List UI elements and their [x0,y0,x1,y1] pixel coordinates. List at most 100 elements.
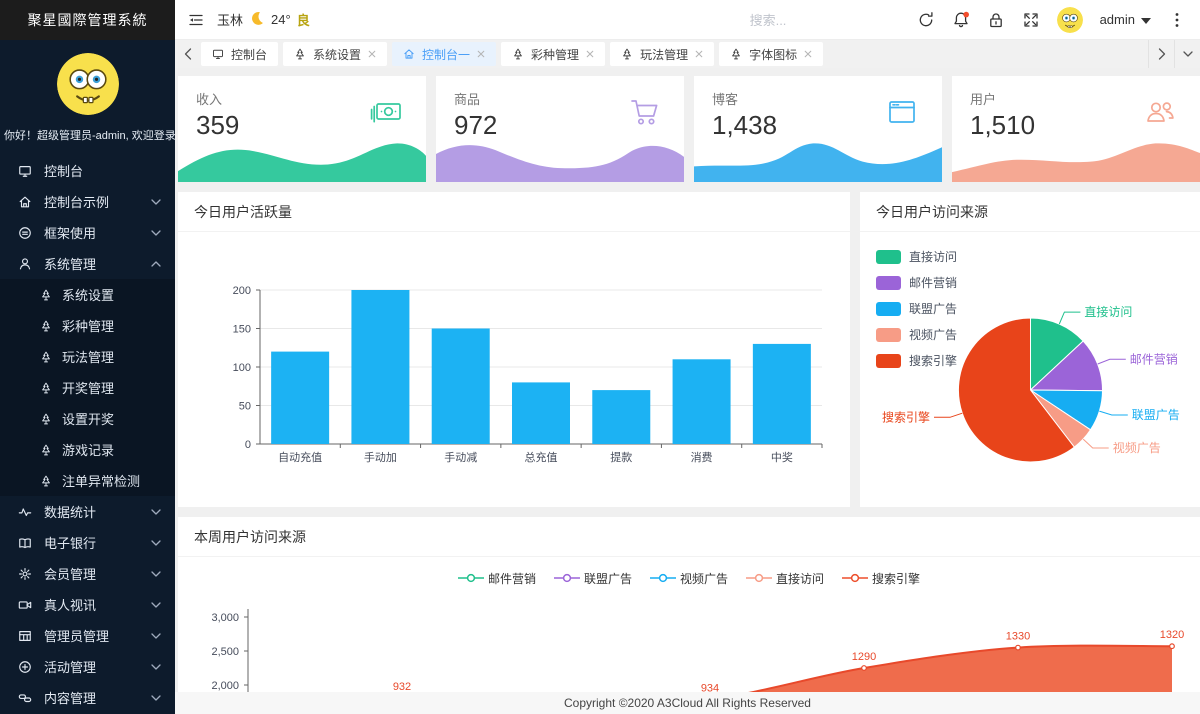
sidebar-item[interactable]: 数据统计 [0,496,175,527]
chevron-down-icon [151,508,161,515]
sidebar-subitem[interactable]: 系统设置 [0,279,175,310]
legend-item[interactable]: 联盟广告 [553,570,632,587]
close-icon[interactable] [586,50,594,58]
sidebar-subitem[interactable]: 彩种管理 [0,310,175,341]
line-chart-legend: 邮件营销 联盟广告 视频广告 直接访问 搜索引擎 [178,557,1200,599]
legend-marker [457,573,484,583]
username: admin [1099,12,1135,27]
video-icon [18,598,32,612]
avatar-image [1056,6,1083,33]
sidebar-item-label: 电子银行 [44,536,97,551]
legend-item[interactable]: 联盟广告 [876,300,957,317]
sidebar-item-label: 系统管理 [44,257,97,272]
svg-text:联盟广告: 联盟广告 [1132,408,1180,422]
sidebar-subitem-label: 玩法管理 [62,350,115,365]
tree-icon [294,48,306,60]
tab-2[interactable]: 控制台一 [392,42,497,66]
sidebar-item[interactable]: 活动管理 [0,651,175,682]
sidebar-item-label: 活动管理 [44,660,97,675]
svg-text:手动减: 手动减 [444,450,477,464]
sidebar-item-label: 控制台 [44,164,84,179]
avatar[interactable] [1056,6,1083,33]
stat-wave [952,131,1200,175]
home-icon [403,48,415,60]
tabs-scroll-right-icon[interactable] [1148,40,1174,68]
tab-0[interactable]: 控制台 [201,42,279,66]
stat-strip [694,175,942,182]
close-icon[interactable] [695,50,703,58]
chevron-down-icon [151,694,161,701]
legend-item[interactable]: 搜索引擎 [876,352,957,369]
sidebar-item[interactable]: 管理员管理 [0,620,175,651]
legend-item[interactable]: 邮件营销 [876,274,957,291]
lock-icon[interactable] [987,11,1005,29]
moon-icon [249,10,265,29]
avatar[interactable] [56,53,119,115]
tabs: 控制台 系统设置 控制台一 彩种管理 玩法管理 字体图标 [201,40,1148,68]
sidebar-item[interactable]: 系统管理 [0,248,175,279]
sidebar-subitem[interactable]: 设置开奖 [0,403,175,434]
legend-label: 邮件营销 [487,571,536,586]
close-icon[interactable] [368,50,376,58]
legend-item[interactable]: 邮件营销 [457,570,536,587]
sidebar-item[interactable]: 框架使用 [0,217,175,248]
svg-text:932: 932 [393,681,411,693]
sidebar-item[interactable]: 控制台 [0,155,175,186]
tree-icon [730,48,742,60]
sidebar-item[interactable]: 真人视讯 [0,589,175,620]
tab-5[interactable]: 字体图标 [719,42,824,66]
notification-bell-icon[interactable] [952,11,970,29]
close-icon[interactable] [804,50,812,58]
legend-label: 视频广告 [909,328,958,342]
tab-label: 控制台 [231,47,268,62]
kebab-menu-icon[interactable] [1168,11,1186,29]
sidebar-item[interactable]: 控制台示例 [0,186,175,217]
svg-text:3,000: 3,000 [211,612,239,624]
content-icon [18,691,32,705]
sidebar-subitem[interactable]: 游戏记录 [0,434,175,465]
refresh-icon[interactable] [917,11,935,29]
sidebar-subitem[interactable]: 注单异常检测 [0,465,175,496]
tab-label: 控制台一 [422,47,471,62]
panel-title: 本周用户访问来源 [178,517,1200,557]
bar-chart-panel: 今日用户活跃量 0 50 100 150 200 自动充值 手动加 手动减 总充值 提款 消费 中奖 [178,192,850,507]
svg-text:1330: 1330 [1006,631,1030,643]
search-input[interactable]: 搜索... [749,13,787,28]
fullscreen-icon[interactable] [1022,11,1040,29]
tab-controls [1148,40,1200,68]
sidebar-item[interactable]: 内容管理 [0,682,175,713]
tab-3[interactable]: 彩种管理 [501,42,606,66]
tabs-dropdown-icon[interactable] [1174,40,1200,68]
chevron-down-icon [151,601,161,608]
sidebar-item-label: 管理员管理 [44,629,110,644]
legend-item[interactable]: 直接访问 [746,570,824,587]
tree-icon [40,320,52,332]
legend-item[interactable]: 搜索引擎 [842,570,920,587]
user-menu[interactable]: admin [1100,12,1151,27]
stat-label: 博客 [712,92,739,107]
stat-label: 收入 [196,92,223,107]
tab-1[interactable]: 系统设置 [283,42,388,66]
sidebar-subitem[interactable]: 开奖管理 [0,372,175,403]
chevron-down-icon [151,663,161,670]
tree-icon [40,413,52,425]
plus-circle-icon [18,660,32,674]
header-main: 玉林 24° 良 搜索... admin [175,0,1200,40]
collapse-menu-icon[interactable] [187,11,205,29]
tabs-scroll-left-icon[interactable] [175,40,201,68]
bar-chart-body: 0 50 100 150 200 自动充值 手动加 手动减 总充值 提款 消费 中奖 [178,232,850,507]
sidebar-item[interactable]: 电子银行 [0,527,175,558]
stat-value: 1,510 [970,110,1036,140]
sidebar-item-label: 控制台示例 [44,195,110,210]
tab-4[interactable]: 玩法管理 [610,42,715,66]
sidebar-item[interactable]: 会员管理 [0,558,175,589]
legend-item[interactable]: 视频广告 [876,326,957,343]
legend-item[interactable]: 视频广告 [649,570,728,587]
table-icon [18,629,32,643]
sidebar-item-label: 会员管理 [44,567,97,582]
close-icon[interactable] [477,50,485,58]
main-content: 收入 359 商品 972 博客 1,438 用户 1,510 今日用户活跃量 0 50 100 1… [175,68,1200,714]
bar-chart: 0 50 100 150 200 自动充值 手动加 手动减 总充值 提款 消费 中奖 [233,285,823,464]
legend-item[interactable]: 直接访问 [876,248,957,265]
sidebar-subitem[interactable]: 玩法管理 [0,341,175,372]
